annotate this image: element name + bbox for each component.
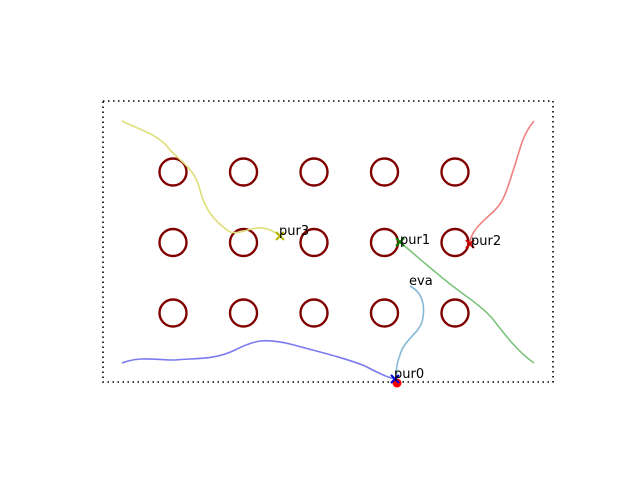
obstacle-circle	[299, 227, 329, 258]
obstacle-circle	[440, 298, 470, 328]
obstacle-circle	[369, 157, 400, 187]
obstacle-circle	[158, 227, 188, 258]
arena-boundary	[102, 100, 554, 383]
pur1-label: pur1	[400, 233, 430, 248]
pur3-marker-icon	[275, 231, 285, 241]
pur2-label: pur2	[471, 234, 501, 249]
obstacle-circle	[228, 298, 259, 328]
obstacle-circle	[228, 157, 259, 187]
pur0-label: pur0	[394, 367, 424, 382]
trail-pur2	[469, 120, 535, 245]
pur1-marker-icon	[395, 237, 405, 247]
trail-eva	[395, 285, 425, 383]
trail-pur3	[121, 120, 281, 237]
agent-pur1: pur1	[395, 233, 430, 248]
obstacle-circle	[158, 157, 188, 187]
agent-pur3: pur3	[275, 224, 309, 241]
obstacle-circle	[158, 298, 188, 328]
eva-marker-icon	[392, 378, 402, 388]
agent-eva: eva	[392, 274, 433, 388]
obstacle-circle	[369, 298, 400, 328]
obstacle-circle	[440, 227, 470, 258]
obstacle-circle	[369, 227, 400, 258]
trail-pur1	[399, 241, 535, 364]
pur0-marker-icon	[390, 374, 400, 384]
obstacle-circle	[299, 298, 329, 328]
obstacle-circle	[299, 157, 329, 187]
pur3-label: pur3	[279, 224, 309, 239]
agent-pur2: pur2	[465, 234, 501, 249]
trail-pur0	[121, 339, 396, 380]
eva-label: eva	[409, 274, 433, 289]
pur2-marker-icon	[465, 239, 475, 249]
agent-pur0: pur0	[390, 367, 424, 384]
obstacle-circle	[440, 157, 470, 187]
obstacle-circle	[228, 227, 259, 258]
